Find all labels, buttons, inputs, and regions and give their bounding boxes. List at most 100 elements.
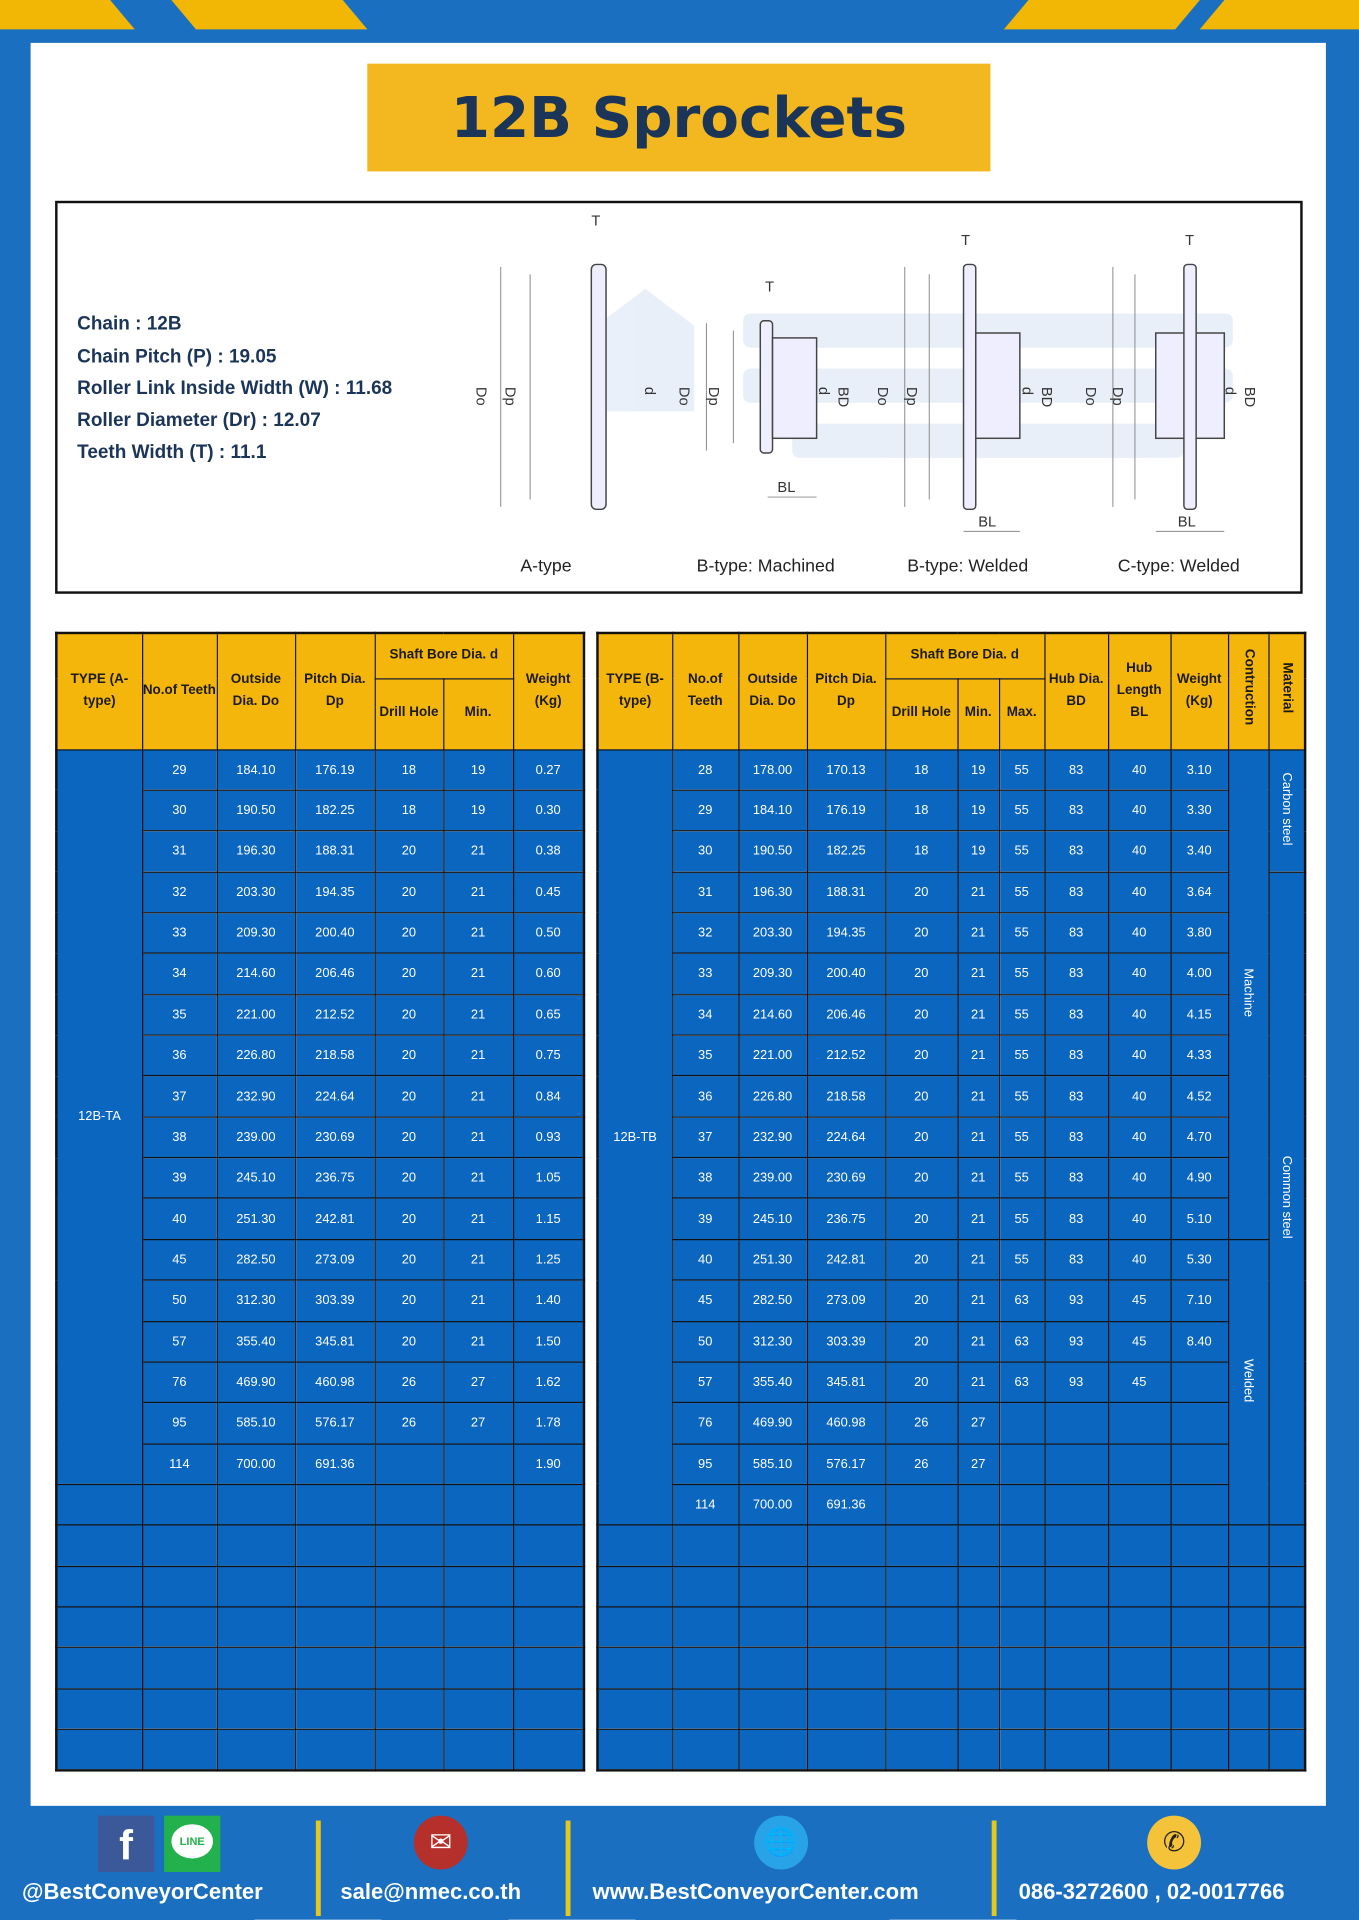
table-cell [1169, 1483, 1229, 1526]
table-row: 30 190.50 182.25 18 19 0.30 [56, 789, 585, 832]
label-d: d [1222, 387, 1238, 395]
table-cell: 21 [442, 993, 514, 1036]
merged-label: Welded [1240, 1358, 1256, 1403]
empty-row [55, 1606, 585, 1649]
decor-stripe [1003, 0, 1200, 30]
table-cell: 20 [884, 1361, 959, 1404]
caption-b-machined: B-type: Machined [697, 556, 835, 576]
table-cell: 469.90 [737, 1402, 808, 1445]
table-cell: 114 [671, 1483, 739, 1526]
b-type-table: TYPE (B-type) No.of Teeth Outside Dia. Do P… [596, 631, 1307, 1772]
table-cell: 21 [956, 1320, 1000, 1363]
divider [315, 1820, 321, 1917]
table-cell: 206.46 [806, 993, 886, 1036]
table-cell: 31 [671, 871, 739, 914]
email-link[interactable]: sale@nmec.co.th [340, 1879, 522, 1904]
empty-row [55, 1728, 585, 1771]
table-cell: 63 [998, 1361, 1045, 1404]
column-header: Hub Length BL [1107, 632, 1172, 750]
label-bl: BL [1178, 514, 1196, 530]
line-icon[interactable]: LINE [164, 1815, 221, 1872]
table-cell: 20 [374, 871, 444, 914]
table-cell: 20 [884, 1075, 959, 1118]
table-cell: 45 [671, 1279, 739, 1322]
table-cell: 21 [956, 1157, 1000, 1200]
table-cell: 20 [884, 871, 959, 914]
spec-roller-diameter: Roller Diameter (Dr) : 12.07 [77, 410, 321, 431]
table-cell: 239.00 [737, 1157, 808, 1200]
table-cell: 18 [374, 789, 444, 832]
construction-header: Contruction [1241, 649, 1257, 726]
table-cell: 63 [998, 1320, 1045, 1363]
table-cell: 20 [884, 1034, 959, 1077]
table-cell: 178.00 [737, 748, 808, 791]
table-cell: 83 [1043, 912, 1109, 955]
table-cell: 20 [374, 1197, 444, 1240]
empty-row [596, 1728, 1306, 1771]
table-cell: 21 [442, 1034, 514, 1077]
table-cell: 26 [884, 1442, 959, 1486]
table-cell: 224.64 [294, 1075, 376, 1118]
table-cell: 20 [374, 952, 444, 995]
table-cell: 40 [1107, 993, 1172, 1036]
table-cell: 18 [884, 748, 959, 791]
table-cell: 312.30 [737, 1320, 808, 1363]
table-cell: 45 [141, 1238, 218, 1281]
table-row: 32 203.30 194.35 20 21 0.45 [56, 871, 585, 914]
table-row: 40 251.30 242.81 20 21 55 83 40 5.30 Welded [597, 1238, 1305, 1526]
table-cell: 21 [442, 1075, 514, 1118]
table-row: 37 232.90 224.64 20 21 0.84 [56, 1075, 585, 1118]
table-cell: 182.25 [294, 789, 376, 832]
table-cell: 35 [671, 1034, 739, 1077]
column-header: Outside Dia. Do [737, 632, 808, 750]
table-cell: 21 [442, 1279, 514, 1322]
label-bd: BD [1241, 387, 1257, 407]
table-cell: 50 [141, 1279, 218, 1322]
table-cell: 576.17 [806, 1442, 886, 1486]
table-cell: 21 [956, 912, 1000, 955]
table-cell: 691.36 [806, 1483, 886, 1526]
table-cell: 40 [1107, 1157, 1172, 1200]
column-header: Drill Hole [374, 677, 444, 750]
table-cell: 38 [671, 1157, 739, 1200]
phone-numbers[interactable]: 086-3272600 , 02-0017766 [1018, 1879, 1285, 1904]
table-cell: 40 [1107, 789, 1172, 832]
label-bd: BD [1038, 387, 1054, 407]
line-icon-label: LINE [171, 1824, 214, 1859]
table-cell: 21 [442, 1157, 514, 1200]
table-cell: 30 [141, 789, 218, 832]
table-cell: 33 [671, 952, 739, 995]
table-cell: 242.81 [806, 1238, 886, 1281]
table-cell: 21 [956, 871, 1000, 914]
table-cell: 18 [884, 830, 959, 873]
table-row: 50 312.30 303.39 20 21 63 93 45 8.40 [597, 1320, 1305, 1363]
table-cell: 0.65 [512, 993, 585, 1036]
table-cell [1107, 1402, 1172, 1445]
table-cell: 30 [671, 830, 739, 873]
table-cell: 83 [1043, 993, 1109, 1036]
table-row: 36 226.80 218.58 20 21 0.75 [56, 1034, 585, 1077]
table-cell: 206.46 [294, 952, 376, 995]
table-cell [998, 1442, 1045, 1486]
decor-stripe [1199, 0, 1359, 30]
sprocket-diagrams: T T T T Do Dp Do Dp Do Dp Do Dp d d BD d… [472, 213, 1257, 576]
merged-cell: Welded [1227, 1238, 1269, 1526]
a-type-table: TYPE (A-type) No.of Teeth Outside Dia. Do P… [55, 631, 586, 1772]
table-cell: 230.69 [294, 1116, 376, 1159]
column-header: Max. [998, 677, 1045, 750]
table-cell [442, 1442, 514, 1486]
table-cell: 1.90 [512, 1442, 585, 1486]
table-cell: 1.05 [512, 1157, 585, 1200]
website-link[interactable]: www.BestConveyorCenter.com [592, 1879, 919, 1904]
label-t: T [1185, 233, 1194, 249]
footer: f LINE @BestConveyorCenter ✉ sale@nmec.c… [0, 1806, 1359, 1920]
table-row: 12B-TA 29 184.10 176.19 18 19 0.27 [55, 748, 585, 1486]
column-header: Shaft Bore Dia. d [884, 632, 1045, 679]
table-cell: 20 [884, 952, 959, 995]
table-cell: 20 [374, 993, 444, 1036]
table-cell: 212.52 [294, 993, 376, 1036]
table-cell: 55 [998, 1034, 1045, 1077]
facebook-icon[interactable]: f [97, 1815, 155, 1872]
social-handle[interactable]: @BestConveyorCenter [22, 1879, 263, 1904]
table-cell: 20 [374, 1320, 444, 1363]
